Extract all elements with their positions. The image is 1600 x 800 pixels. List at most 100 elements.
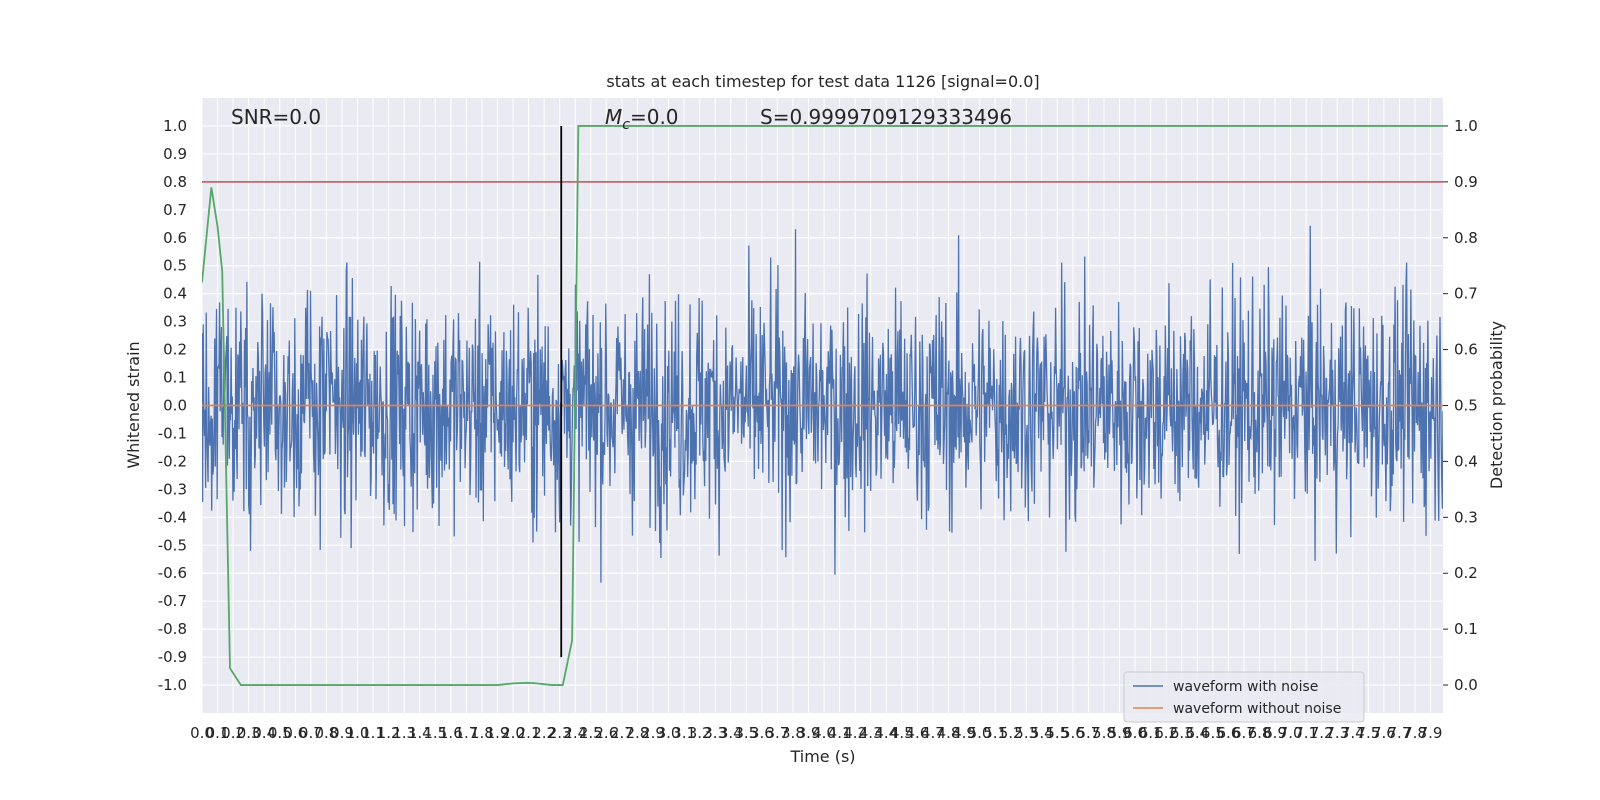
x-tick-label: 4.3 — [859, 724, 883, 742]
s-annotation: S=0.9999709129333496 — [760, 105, 1012, 129]
x-tick-label: 2.5 — [579, 724, 603, 742]
x-tick-label: 1.0 — [346, 724, 370, 742]
x-tick-label: 7.3 — [1325, 724, 1349, 742]
series-layer — [202, 125, 1443, 686]
y-axis-label: Whitened strain — [124, 341, 143, 468]
x-tick-label: 7.6 — [1372, 724, 1396, 742]
x-tick-label: 7.9 — [1419, 724, 1443, 742]
x-tick-label: 5.8 — [1092, 724, 1116, 742]
y2-tick-label: 0.4 — [1454, 452, 1478, 470]
x-tick-label: 2.2 — [532, 724, 556, 742]
y2-tick-label: 0.5 — [1454, 397, 1478, 415]
x-tick-label: 5.7 — [1076, 724, 1100, 742]
x-axis-label: Time (s) — [789, 747, 855, 766]
legend-label-noise: waveform with noise — [1173, 679, 1318, 695]
y-tick-label: -0.9 — [158, 648, 187, 666]
x-tick-label: 5.2 — [999, 724, 1023, 742]
mc-symbol: M — [605, 105, 622, 129]
y-tick-label: 0.1 — [163, 369, 187, 387]
x-tick-label: 0.8 — [314, 724, 338, 742]
y-tick-label: -0.1 — [158, 424, 187, 442]
x-tick-label: 1.1 — [361, 724, 385, 742]
x-tick-label: 6.0 — [1123, 724, 1147, 742]
x-tick-label: 4.5 — [890, 724, 914, 742]
x-tick-label: 2.0 — [501, 724, 525, 742]
y-tick-label: -0.5 — [158, 536, 187, 554]
x-tick-label: 5.3 — [1014, 724, 1038, 742]
y2-tick-label: 0.8 — [1454, 229, 1478, 247]
x-tick-label: 7.7 — [1388, 724, 1412, 742]
x-tick-label: 3.2 — [688, 724, 712, 742]
x-tick-label: 2.8 — [626, 724, 650, 742]
x-tick-label: 6.7 — [1232, 724, 1256, 742]
x-tick-label: 1.6 — [439, 724, 463, 742]
x-tick-label: 0.3 — [237, 724, 261, 742]
x-tick-label: 4.0 — [812, 724, 836, 742]
x-tick-label: 0.7 — [299, 724, 323, 742]
x-tick-label: 6.1 — [1139, 724, 1163, 742]
y-tick-label: 1.0 — [163, 117, 187, 135]
x-tick-label: 7.5 — [1356, 724, 1380, 742]
x-tick-label: 7.2 — [1310, 724, 1334, 742]
y2-axis-label: Detection probability — [1487, 321, 1506, 489]
x-tick-label: 5.5 — [1045, 724, 1069, 742]
x-tick-label: 3.7 — [765, 724, 789, 742]
y-tick-labels: -1.0 -0.9 -0.8 -0.7 -0.6 -0.5 -0.4 -0.3 -0.2 -0.1… — [158, 117, 187, 694]
x-tick-label: 3.9 — [797, 724, 821, 742]
x-tick-label: 3.6 — [750, 724, 774, 742]
y-tick-label: -0.8 — [158, 620, 187, 638]
x-tick-label: 3.8 — [781, 724, 805, 742]
x-tick-label: 0.0 — [190, 724, 214, 742]
x-tick-label: 4.2 — [843, 724, 867, 742]
x-tick-label: 5.6 — [1061, 724, 1085, 742]
legend-box — [1123, 671, 1365, 723]
x-tick-label: 0.2 — [221, 724, 245, 742]
x-tick-label: 1.7 — [454, 724, 478, 742]
y2-tick-label: 0.3 — [1454, 508, 1478, 526]
x-tick-label: 6.8 — [1248, 724, 1272, 742]
y-tick-label: 0.8 — [163, 173, 187, 191]
y-tick-label: 0.5 — [163, 257, 187, 275]
x-tick-label: 7.1 — [1294, 724, 1318, 742]
x-tick-label: 5.4 — [1030, 724, 1054, 742]
y2-tick-label: 0.6 — [1454, 341, 1478, 359]
series-line-waveform-with-noise — [202, 225, 1443, 583]
snr-annotation: SNR=0.0 — [231, 105, 321, 129]
x-tick-label: 0.4 — [252, 724, 276, 742]
x-tick-label: 0.5 — [268, 724, 292, 742]
x-tick-labels: 0.00.10.20.30.40.50.60.70.80.91.01.11.21… — [190, 724, 1442, 742]
x-tick-label: 4.7 — [921, 724, 945, 742]
x-tick-label: 1.4 — [408, 724, 432, 742]
y-tick-label: 0.4 — [163, 285, 187, 303]
y-tick-label: -0.6 — [158, 564, 187, 582]
mc-subscript: c — [622, 117, 630, 133]
x-tick-label: 1.5 — [423, 724, 447, 742]
x-tick-label: 7.0 — [1279, 724, 1303, 742]
x-tick-label: 1.9 — [486, 724, 510, 742]
legend-label-clean: waveform without noise — [1173, 701, 1341, 717]
x-tick-label: 5.9 — [1108, 724, 1132, 742]
y-tick-label: 0.9 — [163, 145, 187, 163]
y-tick-label: -0.4 — [158, 508, 187, 526]
x-tick-label: 3.5 — [734, 724, 758, 742]
x-tick-label: 6.6 — [1216, 724, 1240, 742]
y2-tick-label: 0.1 — [1454, 620, 1478, 638]
x-tick-label: 5.0 — [968, 724, 992, 742]
x-tick-label: 2.3 — [548, 724, 572, 742]
x-tick-label: 2.6 — [594, 724, 618, 742]
x-tick-label: 6.2 — [1154, 724, 1178, 742]
x-tick-label: 4.8 — [937, 724, 961, 742]
x-tick-label: 6.4 — [1185, 724, 1209, 742]
x-tick-label: 1.3 — [392, 724, 416, 742]
x-tick-label: 6.3 — [1170, 724, 1194, 742]
x-tick-label: 0.1 — [206, 724, 230, 742]
y-tick-label: 0.2 — [163, 341, 187, 359]
y-tick-label: 0.3 — [163, 313, 187, 331]
x-tick-label: 4.9 — [952, 724, 976, 742]
y-tick-label: 0.6 — [163, 229, 187, 247]
y2-tick-label: 0.2 — [1454, 564, 1478, 582]
x-tick-label: 4.1 — [828, 724, 852, 742]
x-tick-label: 7.8 — [1403, 724, 1427, 742]
x-tick-label: 3.3 — [703, 724, 727, 742]
chirp-mass-annotation: Mc=0.0 — [605, 105, 679, 133]
